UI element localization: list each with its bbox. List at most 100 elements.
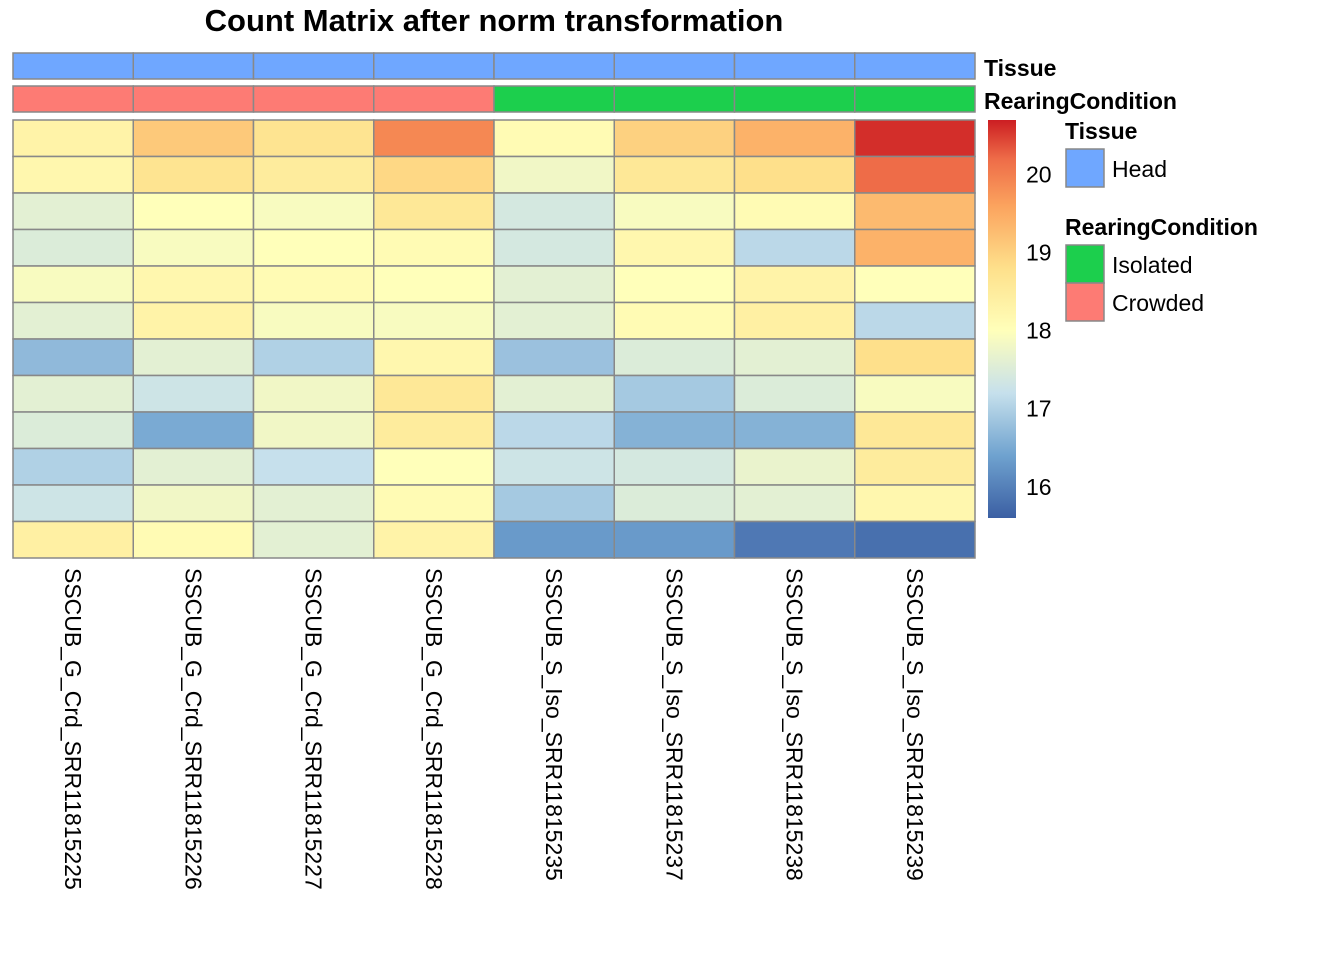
color-bar-tick-16: 16: [1026, 474, 1052, 500]
heatmap-cell-r11-c7: [733, 484, 856, 523]
chart-title: Count Matrix after norm transformation: [205, 3, 784, 38]
heatmap-cell-r4-c8: [854, 228, 976, 267]
heatmap-cell-r6-c6: [613, 301, 736, 340]
heatmap-cell-r6-c3: [252, 301, 375, 340]
column-label-2: SSCUB_G_Crd_SRR11815226: [180, 568, 206, 890]
heatmap-cell-r12-c5: [493, 520, 615, 559]
heatmap-cell-r9-c3: [252, 411, 375, 450]
heatmap-cell-r4-c1: [12, 228, 134, 267]
heatmap-cell-r10-c8: [854, 447, 976, 486]
heatmap-cell-r5-c2: [132, 265, 255, 304]
annotation-cell-rearingcondition-8: [854, 85, 976, 113]
legend-swatch-isolated: [1065, 244, 1105, 284]
heatmap-cell-r3-c1: [12, 192, 134, 231]
heatmap-cell-r10-c3: [252, 447, 375, 486]
heatmap-cell-r11-c6: [613, 484, 736, 523]
heatmap-cell-r5-c6: [613, 265, 736, 304]
heatmap-cell-r1-c1: [12, 119, 134, 158]
legend-label-crowded: Crowded: [1112, 290, 1204, 316]
heatmap-cell-r10-c2: [132, 447, 255, 486]
annotation-cell-tissue-8: [854, 52, 976, 80]
heatmap-cell-r1-c2: [132, 119, 255, 158]
heatmap-cell-r5-c1: [12, 265, 134, 304]
column-label-3: SSCUB_G_Crd_SRR11815227: [301, 568, 327, 890]
heatmap-cell-r2-c8: [854, 155, 976, 194]
color-scale-legend: 16 17 18 19 20: [988, 120, 1052, 518]
annotation-cell-rearingcondition-1: [12, 85, 134, 113]
annotation-cell-tissue-4: [373, 52, 495, 80]
heatmap-cell-r6-c5: [493, 301, 615, 340]
heatmap-cell-r2-c6: [613, 155, 736, 194]
heatmap-cell-r8-c2: [132, 374, 255, 413]
column-label-8: SSCUB_S_Iso_SRR11815239: [902, 568, 928, 881]
heatmap-cell-r5-c7: [733, 265, 856, 304]
heatmap-cell-r7-c7: [733, 338, 856, 377]
annotation-cell-rearingcondition-4: [373, 85, 495, 113]
heatmap-cell-r3-c5: [493, 192, 615, 231]
heatmap-cell-r12-c4: [373, 520, 495, 559]
heatmap-cell-r8-c1: [12, 374, 134, 413]
heatmap-cell-r11-c3: [252, 484, 375, 523]
heatmap-cell-r7-c6: [613, 338, 736, 377]
annotation-cell-tissue-3: [252, 52, 375, 80]
heatmap-cell-r5-c5: [493, 265, 615, 304]
heatmap-cell-r6-c7: [733, 301, 856, 340]
column-labels: SSCUB_G_Crd_SRR11815225 SSCUB_G_Crd_SRR11…: [60, 568, 928, 890]
heatmap-cell-r2-c7: [733, 155, 856, 194]
heatmap-cell-r4-c3: [252, 228, 375, 267]
color-bar-tick-17: 17: [1026, 396, 1052, 422]
heatmap-cell-r2-c5: [493, 155, 615, 194]
annotation-label-rearingcondition: RearingCondition: [984, 88, 1177, 114]
heatmap-cell-r8-c6: [613, 374, 736, 413]
heatmap-cell-r9-c5: [493, 411, 615, 450]
heatmap-cell-r12-c3: [252, 520, 375, 559]
heatmap-cell-r6-c2: [132, 301, 255, 340]
heatmap-cell-r1-c8: [854, 119, 976, 158]
heatmap-cell-r12-c7: [733, 520, 856, 559]
heatmap-cell-r5-c8: [854, 265, 976, 304]
heatmap-cell-r6-c4: [373, 301, 495, 340]
heatmap-cell-r3-c4: [373, 192, 495, 231]
heatmap-cell-r10-c1: [12, 447, 134, 486]
annotation-tracks: Tissue RearingCondition: [12, 52, 1177, 114]
heatmap-cell-r4-c7: [733, 228, 856, 267]
heatmap-cell-r12-c8: [854, 520, 976, 559]
column-label-7: SSCUB_S_Iso_SRR11815238: [782, 568, 808, 881]
heatmap-cell-r1-c4: [373, 119, 495, 158]
legend-swatch-head: [1065, 148, 1105, 188]
column-label-6: SSCUB_S_Iso_SRR11815237: [661, 568, 687, 881]
column-label-1: SSCUB_G_Crd_SRR11815225: [60, 568, 86, 890]
annotation-legends: Tissue Head RearingCondition Isolated Crowde…: [1065, 118, 1258, 322]
heatmap-cell-r6-c8: [854, 301, 976, 340]
heatmap-cell-r3-c3: [252, 192, 375, 231]
heatmap-cell-r3-c8: [854, 192, 976, 231]
heatmap-cell-r9-c6: [613, 411, 736, 450]
color-bar-tick-19: 19: [1026, 240, 1052, 266]
heatmap-cell-r1-c7: [733, 119, 856, 158]
heatmap-cell-r1-c3: [252, 119, 375, 158]
heatmap-cell-r12-c6: [613, 520, 736, 559]
legend-title-rearingcondition: RearingCondition: [1065, 214, 1258, 240]
heatmap-cell-r9-c4: [373, 411, 495, 450]
heatmap-cell-r10-c7: [733, 447, 856, 486]
legend-title-tissue: Tissue: [1065, 118, 1137, 144]
heatmap-cell-r1-c6: [613, 119, 736, 158]
heatmap-cell-r7-c1: [12, 338, 134, 377]
heatmap-cell-r7-c4: [373, 338, 495, 377]
heatmap-cell-r5-c4: [373, 265, 495, 304]
heatmap-cell-r8-c8: [854, 374, 976, 413]
annotation-cell-tissue-6: [613, 52, 736, 80]
heatmap-cell-r9-c8: [854, 411, 976, 450]
heatmap-cell-r4-c4: [373, 228, 495, 267]
heatmap-cell-r10-c6: [613, 447, 736, 486]
heatmap-cell-r3-c6: [613, 192, 736, 231]
annotation-cell-rearingcondition-7: [733, 85, 856, 113]
heatmap-cell-r1-c5: [493, 119, 615, 158]
annotation-cell-rearingcondition-2: [132, 85, 255, 113]
heatmap-cell-r12-c1: [12, 520, 134, 559]
heatmap-cell-r11-c1: [12, 484, 134, 523]
annotation-cell-rearingcondition-3: [252, 85, 375, 113]
annotation-cell-tissue-5: [493, 52, 615, 80]
heatmap-cell-r7-c2: [132, 338, 255, 377]
